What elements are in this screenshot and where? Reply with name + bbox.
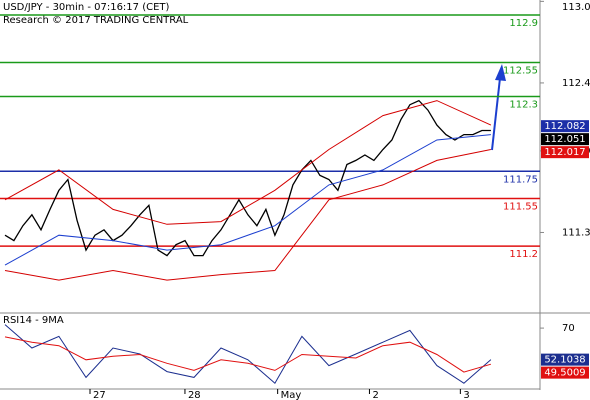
x-tick-label: May xyxy=(281,390,302,400)
last-value-label: 112.017 xyxy=(544,147,585,158)
level-label: 112.9 xyxy=(509,18,538,29)
level-label: 111.75 xyxy=(503,174,538,185)
chart-title: USD/JPY - 30min - 07:16:17 (CET) xyxy=(3,2,170,13)
series-line xyxy=(4,324,492,384)
forecast-arrow xyxy=(491,64,506,151)
y-tick-label: 113.0 xyxy=(562,2,590,13)
level-label: 112.3 xyxy=(509,100,538,111)
level-label: 111.2 xyxy=(509,249,538,260)
x-tick-label: 27 xyxy=(93,390,106,400)
last-value-box xyxy=(541,146,589,159)
x-tick-label: 28 xyxy=(188,390,201,400)
last-value-label: 112.082 xyxy=(544,121,585,132)
last-value-box xyxy=(541,133,589,146)
last-value-label: 112.051 xyxy=(544,134,585,145)
last-value-box xyxy=(541,366,589,379)
series-line xyxy=(4,100,492,225)
y-tick-label: 112.4 xyxy=(562,78,590,89)
y-tick-label: 70 xyxy=(562,323,575,334)
last-value-box xyxy=(541,353,589,366)
level-label: 111.55 xyxy=(503,201,538,212)
x-tick-label: 2 xyxy=(372,390,378,400)
y-tick-label: 111.3 xyxy=(562,227,590,238)
chart-subtitle: Research © 2017 TRADING CENTRAL xyxy=(3,15,189,26)
last-value-box xyxy=(541,120,589,133)
series-line xyxy=(4,149,491,281)
level-label: 112.55 xyxy=(503,66,538,77)
x-tick-label: 3 xyxy=(463,390,469,400)
rsi-title: RSI14 - 9MA xyxy=(3,315,64,326)
series-line xyxy=(4,134,491,266)
last-value-label: 49.5009 xyxy=(544,368,585,379)
series-line xyxy=(4,99,491,257)
last-value-label: 52.1038 xyxy=(544,355,585,366)
series-line xyxy=(4,336,492,373)
